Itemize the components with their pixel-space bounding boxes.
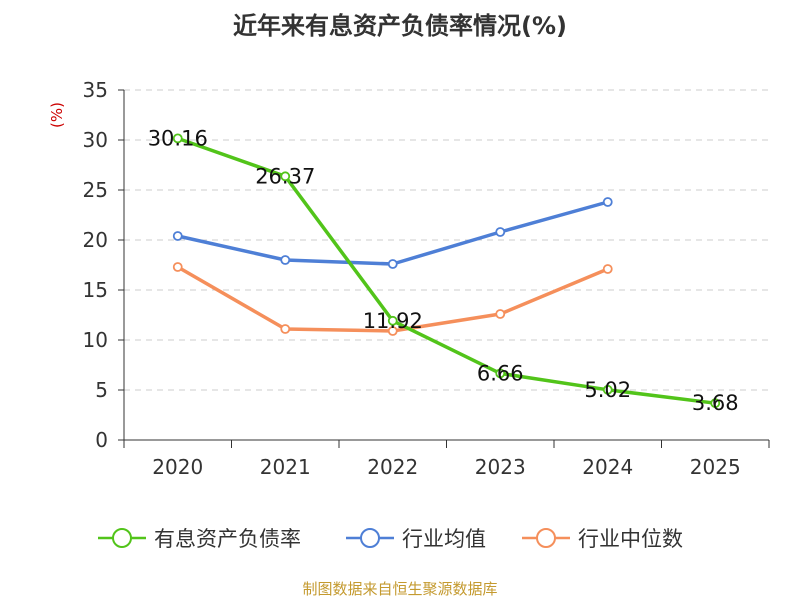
legend-marker-icon — [98, 528, 146, 548]
x-tick-label: 2024 — [582, 455, 633, 479]
series-line — [177, 200, 609, 266]
legend-label: 行业均值 — [402, 527, 486, 551]
data-label: 26.37 — [255, 164, 315, 188]
y-tick-label: 25 — [83, 178, 108, 202]
data-point — [280, 324, 291, 334]
legend-item[interactable]: 有息资产负债率 — [98, 520, 301, 556]
y-tick-label: 0 — [95, 428, 108, 452]
data-label: 11.92 — [363, 309, 423, 333]
y-tick-label: 20 — [83, 228, 108, 252]
data-point — [495, 309, 506, 319]
y-tick-label: 35 — [83, 78, 108, 102]
y-tick-label: 10 — [83, 328, 108, 352]
data-label: 6.66 — [477, 361, 524, 385]
chart-title: 近年来有息资产负债率情况(%) — [233, 12, 567, 40]
data-point — [280, 171, 291, 182]
data-label: 30.16 — [148, 126, 208, 150]
x-tick-label: 2022 — [367, 455, 418, 479]
data-label: 3.68 — [692, 391, 739, 415]
data-point — [387, 326, 398, 336]
data-point — [387, 315, 398, 326]
chart-legend: 有息资产负债率 行业均值 行业中位数 — [0, 520, 800, 556]
data-point — [495, 227, 506, 237]
legend-marker-icon — [346, 528, 394, 548]
series-line — [177, 136, 716, 405]
legend-label: 行业中位数 — [578, 527, 683, 551]
y-tick-label: 30 — [83, 128, 108, 152]
x-tick-label: 2020 — [152, 455, 203, 479]
legend-item[interactable]: 行业均值 — [346, 520, 486, 556]
data-point — [172, 133, 183, 144]
legend-item[interactable]: 行业中位数 — [522, 520, 683, 556]
legend-label: 有息资产负债率 — [154, 527, 301, 551]
x-tick-label: 2023 — [475, 455, 526, 479]
data-point — [280, 255, 291, 265]
data-label: 5.02 — [584, 378, 631, 402]
data-point — [172, 231, 183, 241]
data-source-note: 制图数据来自恒生聚源数据库 — [302, 580, 498, 598]
data-point — [602, 384, 613, 395]
data-point — [172, 262, 183, 272]
legend-marker-icon — [522, 528, 570, 548]
y-tick-label: 15 — [83, 278, 108, 302]
data-point — [602, 197, 613, 207]
y-tick-label: 5 — [95, 378, 108, 402]
data-point — [495, 368, 506, 379]
x-tick-label: 2025 — [690, 455, 741, 479]
data-point — [602, 264, 613, 274]
data-point — [710, 398, 721, 409]
data-point — [387, 259, 398, 269]
x-tick-label: 2021 — [260, 455, 311, 479]
